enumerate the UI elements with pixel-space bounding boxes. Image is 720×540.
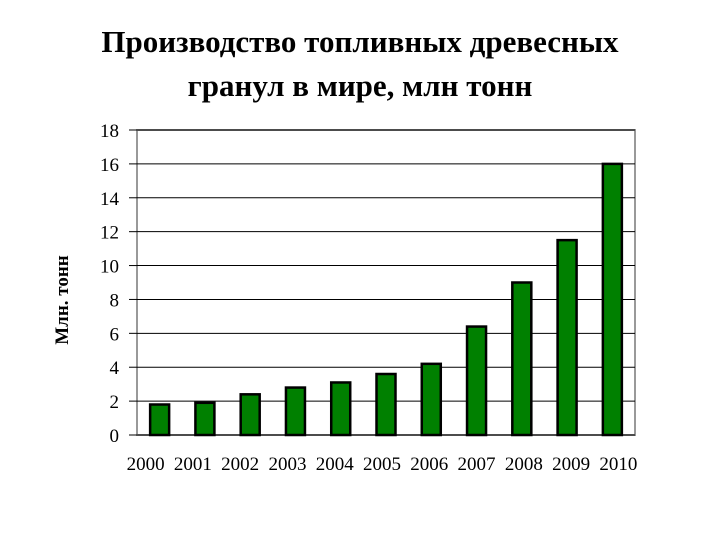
x-tick-label: 2002 [221, 454, 259, 475]
bar [239, 393, 261, 437]
x-tick-label: 2005 [363, 454, 401, 475]
bar [194, 401, 216, 437]
bar [511, 281, 533, 437]
y-tick-label: 6 [110, 324, 120, 345]
x-tick-label: 2010 [599, 454, 637, 475]
bar [420, 362, 443, 437]
y-tick-label: 16 [100, 155, 119, 176]
bar [148, 403, 171, 437]
y-tick-label: 4 [110, 358, 120, 379]
y-tick-label: 0 [110, 426, 120, 447]
x-tick-label: 2006 [410, 454, 448, 475]
x-tick-label: 2008 [505, 454, 543, 475]
bar [284, 386, 307, 437]
y-tick-label: 10 [100, 257, 119, 278]
bar [375, 372, 397, 437]
x-tick-label: 2001 [174, 454, 212, 475]
x-tick-label: 2000 [127, 454, 165, 475]
y-tick-label: 8 [110, 290, 120, 311]
bar [465, 325, 488, 437]
x-tick-label: 2007 [458, 454, 496, 475]
y-tick-label: 12 [100, 223, 119, 244]
chart-title: Производство топливных древесных [101, 24, 619, 59]
y-tick-label: 14 [100, 189, 120, 210]
chart-title: гранул в мире, млн тонн [188, 68, 533, 103]
x-tick-label: 2009 [552, 454, 590, 475]
bar [329, 381, 352, 437]
y-tick-label: 18 [100, 121, 119, 142]
x-tick-label: 2004 [316, 454, 355, 475]
x-tick-label: 2003 [268, 454, 306, 475]
bar [601, 162, 624, 437]
y-tick-label: 2 [110, 392, 120, 413]
y-axis-label: Млн. тонн [52, 255, 73, 345]
bar [556, 238, 578, 437]
